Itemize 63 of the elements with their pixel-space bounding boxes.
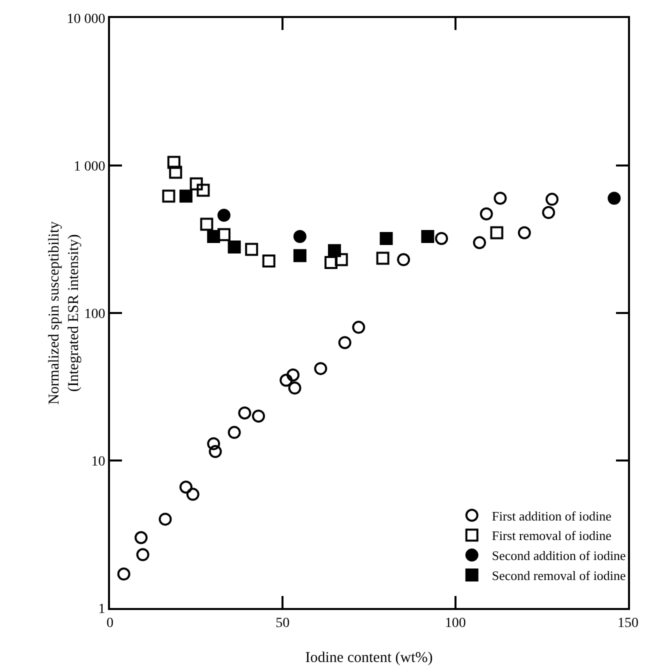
y-tick-label: 1	[98, 602, 106, 617]
point	[186, 488, 200, 501]
point	[208, 445, 222, 458]
x-tick-label: 0	[106, 616, 114, 631]
point	[288, 382, 302, 395]
point	[162, 190, 176, 203]
point	[169, 166, 182, 179]
point	[117, 568, 130, 581]
legend-label: First addition of iodine	[492, 508, 612, 524]
point	[542, 206, 556, 220]
point	[494, 192, 507, 205]
y-tick-label: 10	[91, 454, 106, 470]
point	[158, 512, 172, 526]
point	[245, 242, 258, 256]
legend-label: First removal of iodine	[492, 528, 612, 544]
point	[286, 368, 300, 382]
point	[421, 230, 434, 244]
point	[207, 230, 220, 244]
point	[200, 218, 214, 231]
point	[314, 362, 328, 376]
y-tick-label: 1 000	[74, 159, 106, 174]
point	[196, 184, 210, 197]
legend-label: Second removal of iodine	[492, 568, 626, 584]
point	[328, 244, 341, 258]
point	[293, 249, 306, 262]
point	[238, 406, 252, 420]
y-axis-title: Normalized spin susceptibility (Integrated ESR intensity)	[46, 220, 82, 405]
x-tick-label: 50	[276, 616, 290, 631]
point	[546, 192, 559, 206]
point	[338, 336, 352, 350]
point	[252, 410, 265, 423]
point	[480, 207, 493, 220]
point	[179, 480, 192, 494]
x-tick-label: 100	[444, 616, 466, 631]
point	[228, 240, 241, 254]
point	[280, 374, 293, 387]
point	[262, 254, 276, 268]
point	[352, 320, 366, 334]
point	[293, 230, 306, 244]
point	[136, 548, 150, 562]
point	[435, 232, 448, 245]
point	[217, 208, 230, 222]
y-tick-label: 10 000	[66, 12, 106, 27]
point	[490, 226, 504, 240]
point	[167, 156, 180, 169]
point	[190, 177, 203, 190]
point	[473, 236, 486, 250]
point	[324, 256, 338, 269]
point	[376, 252, 390, 265]
x-axis-title: Iodine content (wt%)	[305, 650, 433, 666]
y-tick-label: 100	[84, 306, 106, 322]
point	[217, 228, 230, 242]
point	[397, 253, 410, 266]
point	[134, 531, 148, 544]
point	[228, 426, 241, 439]
point	[334, 253, 348, 266]
point	[179, 190, 192, 203]
point	[380, 232, 393, 245]
point	[207, 437, 220, 450]
x-tick-label: 150	[618, 616, 638, 631]
legend-label: Second addition of iodine	[492, 548, 626, 564]
point	[518, 226, 531, 240]
point	[608, 192, 621, 205]
